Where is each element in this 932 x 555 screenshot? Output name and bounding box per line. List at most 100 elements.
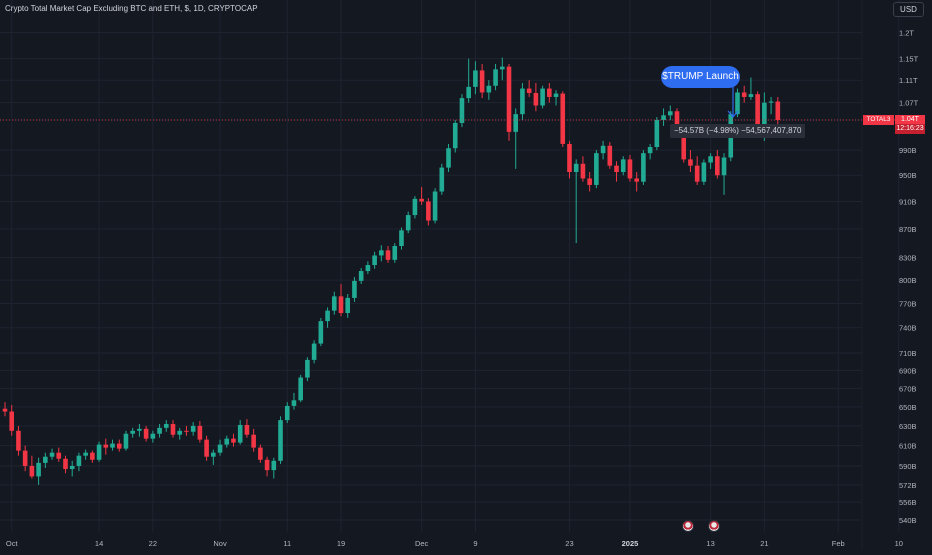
candle-body	[748, 94, 754, 97]
y-tick-label: 556B	[899, 498, 917, 507]
candle-body	[352, 280, 357, 298]
candle-body	[667, 111, 673, 116]
flag-event-icon[interactable]	[682, 520, 694, 532]
candle-body	[560, 93, 566, 144]
candle-body	[177, 430, 183, 435]
candle-body	[379, 250, 384, 256]
candle-body	[426, 201, 431, 221]
overlays	[0, 82, 895, 121]
candle-body	[721, 157, 727, 176]
candle-body	[190, 425, 196, 432]
candle-body	[594, 153, 599, 185]
x-tick-label: 10	[895, 539, 903, 548]
candle-body	[157, 427, 162, 434]
candle-body	[110, 443, 115, 448]
candle-body	[224, 438, 230, 445]
y-tick-label: 690B	[899, 366, 917, 375]
candle-body	[264, 459, 270, 471]
last-price-tag: 1.04T	[895, 115, 925, 125]
x-tick-label: Nov	[213, 539, 227, 548]
candle-body	[741, 92, 747, 97]
series-tag: TOTAL3	[863, 115, 894, 125]
candle-body	[385, 250, 391, 260]
x-tick-label: 13	[706, 539, 714, 548]
x-tick-label: 23	[565, 539, 573, 548]
candle-body	[29, 465, 35, 477]
x-tick-label: Feb	[832, 539, 845, 548]
candle-body	[587, 178, 592, 185]
candle-body	[311, 343, 317, 360]
candle-body	[2, 408, 8, 412]
candle-body	[338, 296, 344, 314]
y-tick-label: 572B	[899, 481, 917, 490]
y-tick-label: 770B	[899, 299, 917, 308]
x-tick-label: 2025	[622, 539, 639, 548]
candle-body	[83, 452, 88, 456]
candle-body	[620, 159, 626, 173]
candle-body	[217, 444, 223, 453]
y-tick-label: 910B	[899, 197, 917, 206]
candle-body	[163, 423, 169, 428]
candle-body	[318, 321, 324, 344]
candle-body	[506, 66, 512, 132]
candle-body	[547, 88, 552, 97]
candle-body	[258, 447, 263, 460]
candle-body	[419, 198, 424, 202]
candle-body	[150, 433, 156, 439]
candle-body	[345, 297, 351, 314]
candle-body	[661, 115, 666, 120]
candle-body	[331, 296, 337, 311]
candle-body	[49, 452, 55, 457]
y-axis: 1.2T1.15T1.11T1.07T1.04T990B950B910B870B…	[899, 29, 919, 525]
candle-body	[137, 428, 142, 431]
y-tick-label: 630B	[899, 422, 917, 431]
x-tick-label: 21	[760, 539, 768, 548]
candle-body	[533, 93, 539, 106]
x-tick-label: Dec	[415, 539, 429, 548]
candle-body	[96, 444, 102, 460]
candle-body	[372, 255, 377, 266]
x-tick-label: 9	[473, 539, 477, 548]
candle-body	[735, 92, 740, 115]
candle-body	[479, 70, 485, 93]
candle-body	[614, 165, 619, 173]
candle-body	[466, 86, 471, 99]
flag-event-icon[interactable]	[708, 520, 720, 532]
x-tick-label: 22	[149, 539, 157, 548]
candle-body	[446, 148, 451, 168]
candle-body	[251, 434, 256, 448]
candle-body	[405, 215, 411, 231]
currency-button[interactable]: USD	[893, 2, 924, 17]
candle-body	[278, 420, 283, 461]
candles	[2, 57, 781, 485]
candle-body	[90, 452, 95, 460]
countdown-tag: 12:16:23	[895, 124, 925, 134]
candle-body	[681, 131, 687, 160]
y-tick-label: 830B	[899, 254, 917, 263]
y-tick-label: 1.2T	[899, 29, 914, 38]
candle-body	[768, 101, 774, 103]
candle-body	[439, 167, 445, 192]
candle-body	[63, 458, 68, 470]
y-tick-label: 710B	[899, 349, 917, 358]
candle-body	[211, 452, 216, 457]
candle-body	[674, 111, 680, 132]
candle-body	[325, 310, 330, 322]
trump-launch-callout: $TRUMP Launch	[661, 66, 740, 88]
candle-body	[473, 70, 478, 87]
candle-body	[16, 430, 21, 451]
candle-body	[775, 101, 781, 120]
candle-body	[715, 156, 720, 176]
candle-body	[573, 163, 579, 173]
candle-body	[553, 93, 559, 97]
y-tick-label: 590B	[899, 462, 917, 471]
candle-body	[22, 450, 28, 466]
change-label: −54.57B (−4.98%) −54,567,407,870	[670, 124, 806, 138]
candle-body	[123, 433, 129, 449]
candle-body	[244, 424, 250, 435]
candle-body	[291, 400, 297, 406]
y-tick-label: 990B	[899, 146, 917, 155]
